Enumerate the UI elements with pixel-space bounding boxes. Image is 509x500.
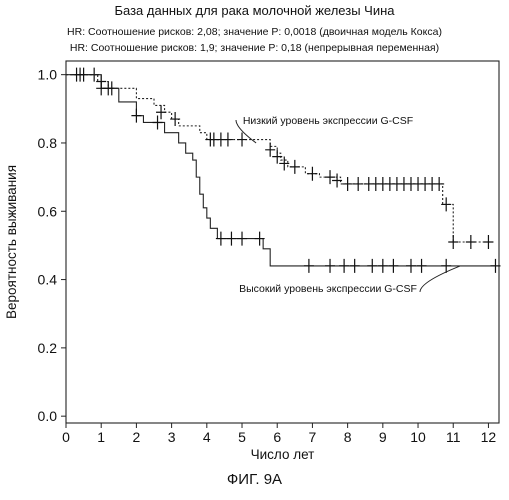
x-tick-label: 2 xyxy=(133,429,141,445)
censor-mark xyxy=(339,259,349,273)
censor-mark xyxy=(325,170,335,184)
y-tick-label: 0.8 xyxy=(38,135,58,151)
censor-mark xyxy=(332,174,342,188)
annotation-label: Низкий уровень экспрессии G-CSF xyxy=(243,115,413,127)
y-tick-label: 0.4 xyxy=(38,272,58,288)
x-tick-label: 9 xyxy=(379,429,387,445)
y-tick-label: 0.0 xyxy=(38,408,58,424)
figure-label: ФИГ. 9A xyxy=(0,471,509,488)
x-tick-label: 5 xyxy=(238,429,246,445)
x-tick-label: 8 xyxy=(344,429,352,445)
censor-mark xyxy=(325,259,335,273)
x-tick-label: 0 xyxy=(62,429,70,445)
censor-mark xyxy=(343,177,353,191)
censor-mark xyxy=(265,143,275,157)
y-tick-label: 0.6 xyxy=(38,203,58,219)
x-tick-label: 11 xyxy=(446,429,461,445)
x-tick-label: 3 xyxy=(168,429,176,445)
censor-mark xyxy=(290,160,300,174)
survival-curves xyxy=(66,68,500,273)
censor-mark xyxy=(226,232,236,246)
x-tick-label: 1 xyxy=(97,429,105,445)
y-axis-label: Вероятность выживания xyxy=(4,165,19,319)
censor-mark xyxy=(417,259,427,273)
x-tick-label: 12 xyxy=(481,429,497,445)
censor-mark xyxy=(223,133,233,147)
censor-mark xyxy=(304,259,314,273)
censor-mark xyxy=(483,235,493,249)
annotation-leader xyxy=(420,266,460,292)
censor-mark xyxy=(434,177,444,191)
x-tick-label: 10 xyxy=(410,429,426,445)
censor-mark xyxy=(406,259,416,273)
censor-mark xyxy=(448,235,458,249)
censor-mark xyxy=(279,156,289,170)
censor-mark xyxy=(131,109,141,123)
censor-mark xyxy=(367,259,377,273)
x-tick-label: 7 xyxy=(309,429,317,445)
censor-mark xyxy=(350,259,360,273)
censor-mark xyxy=(353,177,363,191)
survival-plot: 01234567891011120.00.20.40.60.81.0Число … xyxy=(0,0,509,470)
y-tick-label: 1.0 xyxy=(38,67,58,83)
censor-mark xyxy=(272,150,282,164)
censor-mark xyxy=(378,259,388,273)
censor-mark xyxy=(388,259,398,273)
y-tick-label: 0.2 xyxy=(38,340,58,356)
censor-mark xyxy=(466,235,476,249)
annotations: Низкий уровень экспрессии G-CSF Высокий у… xyxy=(236,115,460,295)
survival-line-high xyxy=(66,75,495,266)
x-tick-label: 6 xyxy=(273,429,281,445)
censor-mark xyxy=(237,232,247,246)
annotation-label: Высокий уровень экспрессии G-CSF xyxy=(239,283,417,295)
censor-mark xyxy=(307,167,317,181)
x-axis-label: Число лет xyxy=(251,447,315,462)
x-tick-label: 4 xyxy=(203,429,211,445)
